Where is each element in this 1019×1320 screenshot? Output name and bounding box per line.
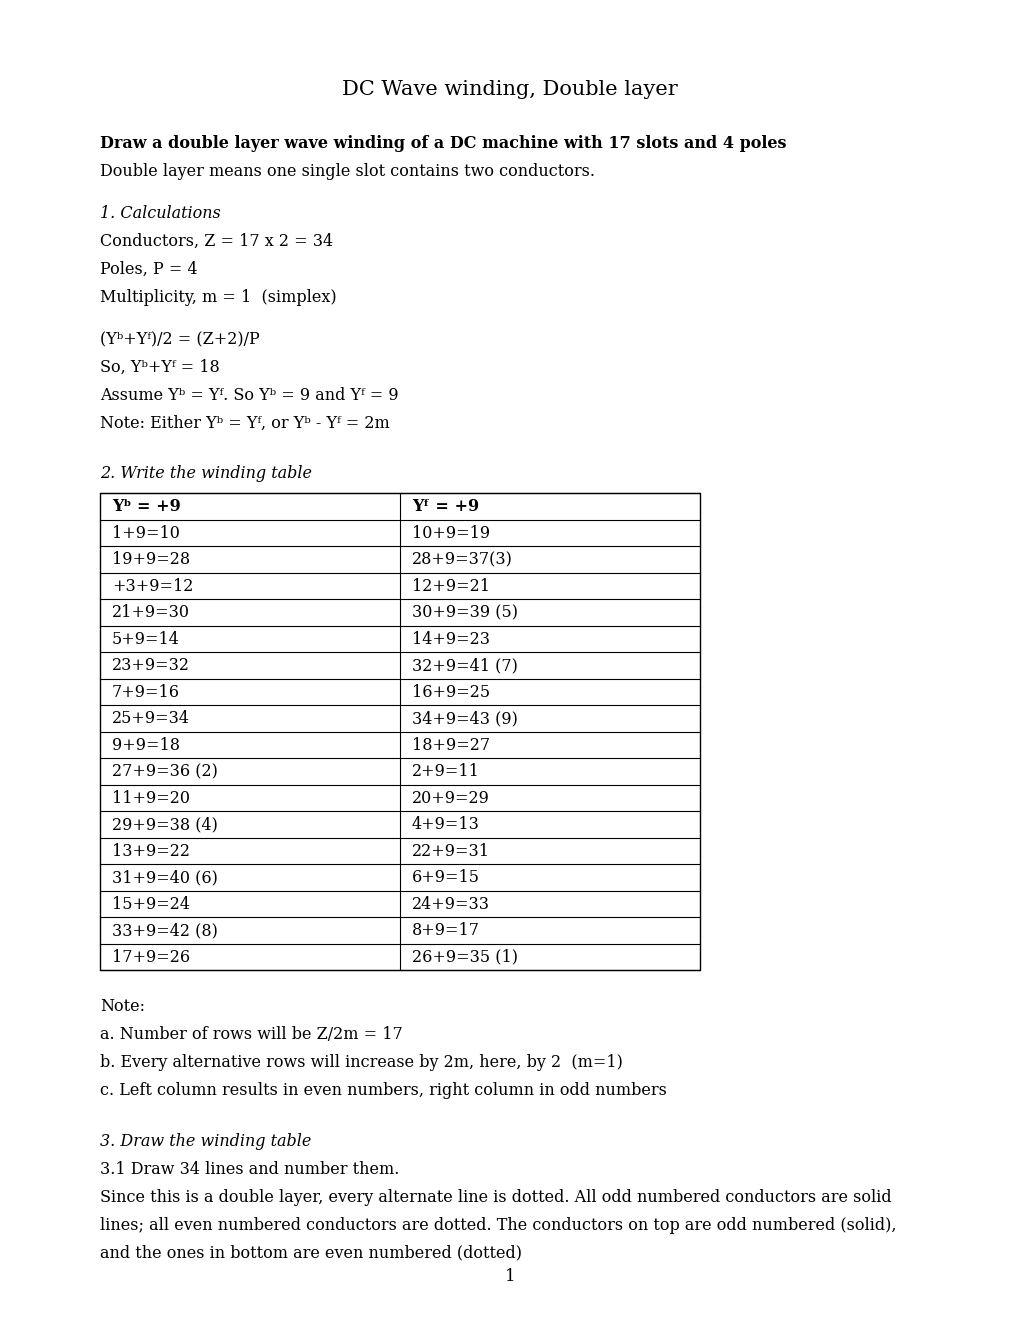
Text: 4+9=13: 4+9=13 [412, 816, 479, 833]
Text: 24+9=33: 24+9=33 [412, 896, 489, 912]
Text: 20+9=29: 20+9=29 [412, 789, 489, 807]
Text: 19+9=28: 19+9=28 [112, 552, 190, 568]
Text: 22+9=31: 22+9=31 [412, 842, 489, 859]
Text: 7+9=16: 7+9=16 [112, 684, 179, 701]
Text: 1. Calculations: 1. Calculations [100, 205, 220, 222]
Text: 31+9=40 (6): 31+9=40 (6) [112, 869, 218, 886]
Text: 3.1 Draw 34 lines and number them.: 3.1 Draw 34 lines and number them. [100, 1160, 399, 1177]
Text: 15+9=24: 15+9=24 [112, 896, 190, 912]
Text: 11+9=20: 11+9=20 [112, 789, 190, 807]
Text: Conductors, Z = 17 x 2 = 34: Conductors, Z = 17 x 2 = 34 [100, 234, 333, 249]
Text: 6+9=15: 6+9=15 [412, 869, 480, 886]
Text: So, Yᵇ+Yᶠ = 18: So, Yᵇ+Yᶠ = 18 [100, 359, 219, 376]
Text: 21+9=30: 21+9=30 [112, 605, 190, 622]
Text: +3+9=12: +3+9=12 [112, 578, 194, 594]
Text: 5+9=14: 5+9=14 [112, 631, 179, 648]
Text: 23+9=32: 23+9=32 [112, 657, 190, 675]
Text: 29+9=38 (4): 29+9=38 (4) [112, 816, 218, 833]
Text: Note: Either Yᵇ = Yᶠ, or Yᵇ - Yᶠ = 2m: Note: Either Yᵇ = Yᶠ, or Yᵇ - Yᶠ = 2m [100, 414, 389, 432]
Text: 9+9=18: 9+9=18 [112, 737, 179, 754]
Bar [100, 494, 699, 970]
Text: 26+9=35 (1): 26+9=35 (1) [412, 949, 518, 966]
Text: 14+9=23: 14+9=23 [412, 631, 489, 648]
Text: Double layer means one single slot contains two conductors.: Double layer means one single slot conta… [100, 162, 594, 180]
Text: 13+9=22: 13+9=22 [112, 842, 190, 859]
Text: 3. Draw the winding table: 3. Draw the winding table [100, 1133, 311, 1150]
Text: Yᶠ = +9: Yᶠ = +9 [412, 498, 479, 515]
Text: 30+9=39 (5): 30+9=39 (5) [412, 605, 518, 622]
Text: 16+9=25: 16+9=25 [412, 684, 490, 701]
Text: 1: 1 [504, 1269, 515, 1284]
Text: b. Every alternative rows will increase by 2m, here, by 2  (m=1): b. Every alternative rows will increase … [100, 1055, 623, 1072]
Text: 1+9=10: 1+9=10 [112, 524, 179, 541]
Text: 2+9=11: 2+9=11 [412, 763, 479, 780]
Text: 17+9=26: 17+9=26 [112, 949, 190, 966]
Text: Yᵇ = +9: Yᵇ = +9 [112, 498, 180, 515]
Text: 12+9=21: 12+9=21 [412, 578, 489, 594]
Text: DC Wave winding, Double layer: DC Wave winding, Double layer [341, 81, 678, 99]
Text: Note:: Note: [100, 998, 145, 1015]
Text: Assume Yᵇ = Yᶠ. So Yᵇ = 9 and Yᶠ = 9: Assume Yᵇ = Yᶠ. So Yᵇ = 9 and Yᶠ = 9 [100, 387, 398, 404]
Text: lines; all even numbered conductors are dotted. The conductors on top are odd nu: lines; all even numbered conductors are … [100, 1217, 896, 1234]
Text: 25+9=34: 25+9=34 [112, 710, 190, 727]
Text: (Yᵇ+Yᶠ)/2 = (Z+2)/P: (Yᵇ+Yᶠ)/2 = (Z+2)/P [100, 331, 260, 348]
Text: 32+9=41 (7): 32+9=41 (7) [412, 657, 518, 675]
Text: 27+9=36 (2): 27+9=36 (2) [112, 763, 218, 780]
Text: 10+9=19: 10+9=19 [412, 524, 490, 541]
Text: 18+9=27: 18+9=27 [412, 737, 490, 754]
Text: 33+9=42 (8): 33+9=42 (8) [112, 923, 218, 939]
Text: 28+9=37(3): 28+9=37(3) [412, 552, 513, 568]
Text: 8+9=17: 8+9=17 [412, 923, 480, 939]
Text: 34+9=43 (9): 34+9=43 (9) [412, 710, 518, 727]
Text: 2. Write the winding table: 2. Write the winding table [100, 466, 312, 482]
Text: Since this is a double layer, every alternate line is dotted. All odd numbered c: Since this is a double layer, every alte… [100, 1189, 891, 1205]
Text: Poles, P = 4: Poles, P = 4 [100, 261, 198, 279]
Text: Multiplicity, m = 1  (simplex): Multiplicity, m = 1 (simplex) [100, 289, 336, 306]
Text: a. Number of rows will be Z/2m = 17: a. Number of rows will be Z/2m = 17 [100, 1027, 403, 1043]
Text: c. Left column results in even numbers, right column in odd numbers: c. Left column results in even numbers, … [100, 1082, 666, 1100]
Text: and the ones in bottom are even numbered (dotted): and the ones in bottom are even numbered… [100, 1245, 522, 1262]
Text: Draw a double layer wave winding of a DC machine with 17 slots and 4 poles: Draw a double layer wave winding of a DC… [100, 135, 786, 152]
